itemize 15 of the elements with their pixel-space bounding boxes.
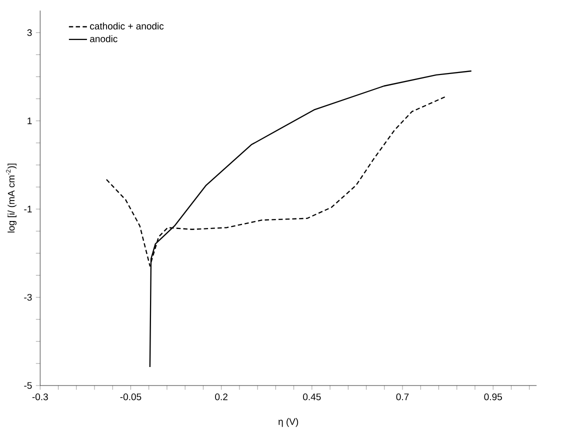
y-axis-title: log [i/ (mA cm$^{-2}$)] [6, 164, 16, 232]
y-tick-label: -1 [24, 206, 32, 212]
x-tick-label: -0.05 [120, 393, 142, 400]
x-tick-label: 0.45 [303, 393, 321, 400]
x-tick-label: 0.95 [484, 393, 502, 400]
x-axis-title: η (V) [278, 418, 298, 427]
x-tick-label: 0.7 [396, 393, 409, 400]
legend-label: anodic [90, 35, 118, 42]
y-tick-label: -5 [24, 382, 32, 389]
x-tick-label: 0.2 [215, 393, 228, 400]
y-tick-label: -3 [24, 294, 32, 301]
legend-label: cathodic + anodic [90, 22, 164, 30]
x-tick-label: -0.3 [32, 393, 48, 400]
y-tick-label: 3 [27, 29, 32, 36]
y-tick-label: 1 [28, 117, 32, 124]
